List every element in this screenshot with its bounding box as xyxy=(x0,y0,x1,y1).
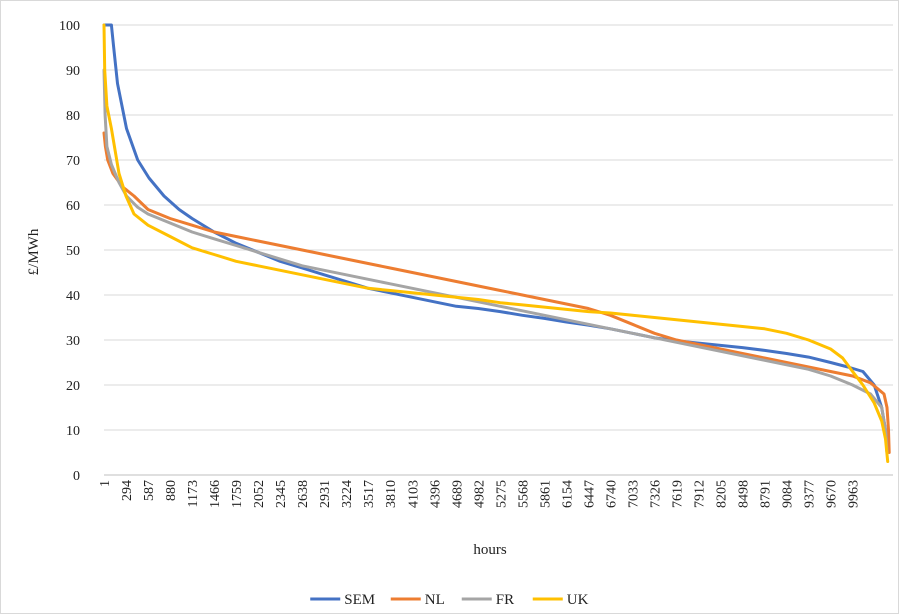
y-axis-label: £/MWh xyxy=(26,228,42,275)
y-tick-label: 100 xyxy=(59,19,80,34)
y-tick-label: 60 xyxy=(66,199,80,214)
x-tick-label: 7912 xyxy=(693,480,708,508)
legend-label-nl: NL xyxy=(425,592,445,608)
x-tick-label: 5275 xyxy=(494,480,509,508)
x-tick-label: 1466 xyxy=(208,480,223,508)
x-tick-label: 3517 xyxy=(362,480,377,508)
legend-label-fr: FR xyxy=(496,592,514,608)
x-tick-label: 6154 xyxy=(560,480,575,508)
x-tick-label: 4689 xyxy=(450,480,465,508)
x-tick-label: 3810 xyxy=(384,480,399,508)
x-tick-label: 9963 xyxy=(847,480,862,508)
x-axis-ticks: 1 294 587 880 1173 1466 1759 2052 2345 2638 2931 32… xyxy=(98,480,862,508)
y-tick-label: 80 xyxy=(66,109,80,124)
x-tick-label: 7033 xyxy=(626,480,641,508)
x-tick-label: 8498 xyxy=(737,480,752,508)
x-tick-label: 2638 xyxy=(296,480,311,508)
series-line-uk xyxy=(102,23,890,463)
x-tick-label: 1173 xyxy=(186,480,201,507)
x-tick-label: 6740 xyxy=(604,480,619,508)
y-tick-label: 70 xyxy=(66,154,80,169)
x-tick-label: 587 xyxy=(142,480,157,501)
x-tick-label: 2931 xyxy=(318,480,333,508)
x-tick-label: 1759 xyxy=(230,480,245,508)
x-tick-label: 294 xyxy=(120,480,135,501)
x-tick-label: 880 xyxy=(164,480,179,501)
x-tick-label: 4103 xyxy=(406,480,421,508)
series-lines xyxy=(102,23,891,463)
y-tick-label: 10 xyxy=(66,424,80,439)
series-line-nl xyxy=(102,131,891,454)
x-tick-label: 8205 xyxy=(715,480,730,508)
x-tick-label: 5861 xyxy=(538,480,553,508)
x-tick-label: 5568 xyxy=(516,480,531,508)
y-tick-label: 30 xyxy=(66,334,80,349)
x-tick-label: 1 xyxy=(98,480,113,487)
series-line-fr xyxy=(102,68,889,454)
x-tick-label: 2345 xyxy=(274,480,289,508)
x-tick-label: 9084 xyxy=(781,480,796,508)
legend: SEM NL FR UK xyxy=(310,592,589,608)
x-tick-label: 4982 xyxy=(472,480,487,508)
legend-label-uk: UK xyxy=(567,592,589,608)
y-tick-label: 40 xyxy=(66,289,80,304)
y-axis-ticks: 0 10 20 30 40 50 60 70 80 90 100 xyxy=(59,19,80,484)
y-tick-label: 20 xyxy=(66,379,80,394)
gridlines xyxy=(104,24,893,431)
x-tick-label: 7619 xyxy=(670,480,685,508)
legend-label-sem: SEM xyxy=(344,592,375,608)
y-tick-label: 50 xyxy=(66,244,80,259)
x-tick-label: 2052 xyxy=(252,480,267,508)
y-tick-label: 90 xyxy=(66,64,80,79)
y-tick-label: 0 xyxy=(73,469,80,484)
x-tick-label: 9377 xyxy=(803,480,818,508)
x-tick-label: 4396 xyxy=(428,480,443,508)
x-tick-label: 6447 xyxy=(582,480,597,508)
x-tick-label: 7326 xyxy=(648,480,663,508)
x-tick-label: 3224 xyxy=(340,480,355,508)
x-tick-label: 9670 xyxy=(825,480,840,508)
series-line-sem xyxy=(102,23,889,454)
x-tick-label: 8791 xyxy=(759,480,774,508)
x-axis-label: hours xyxy=(473,542,506,558)
